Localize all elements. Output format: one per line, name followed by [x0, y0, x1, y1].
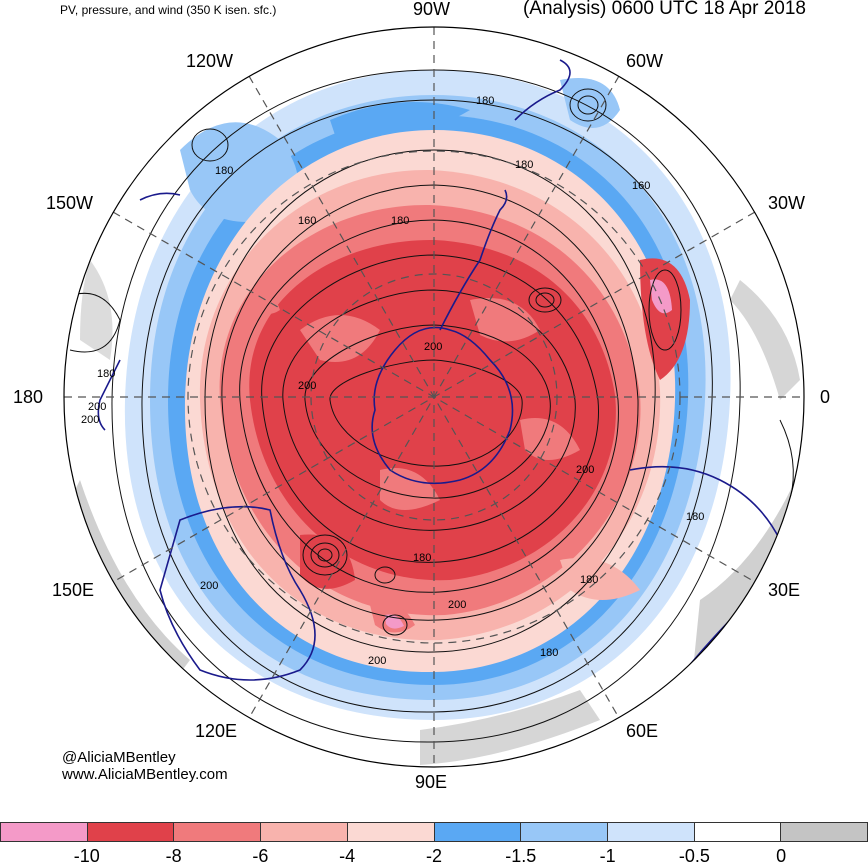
lon-label-30w: 30W — [768, 193, 806, 213]
contour-label: 200 — [576, 464, 594, 476]
colorbar-tick-label: -2 — [425, 846, 443, 866]
colorbar-tick-label: 0 — [776, 846, 787, 866]
lon-label-150e: 150E — [52, 580, 95, 600]
valid-time-title: (Analysis) 0600 UTC 18 Apr 2018 — [522, 0, 806, 19]
lon-label-60w: 60W — [626, 51, 664, 71]
contour-label: 200 — [88, 401, 106, 413]
colorbar-swatch — [0, 822, 87, 842]
colorbar-tick-label: -10 — [73, 846, 100, 866]
map-title: PV, pressure, and wind (350 K isen. sfc.… — [60, 3, 277, 17]
contour-label: 180 — [580, 574, 598, 586]
pv-shading — [64, 27, 804, 767]
colorbar-swatch — [173, 822, 261, 842]
colorbar-tick-label: -1 — [599, 846, 616, 866]
colorbar-tick-label: -1.5 — [505, 846, 537, 866]
contour-label: 160 — [298, 215, 316, 227]
pressure-contours — [64, 69, 794, 743]
contour-label: 180 — [413, 552, 431, 564]
contour-label: 180 — [540, 647, 558, 659]
lat-lon-grid — [64, 27, 804, 767]
colorbar-swatch — [433, 822, 521, 842]
contour-label: 180 — [215, 165, 233, 177]
colorbar-swatch — [520, 822, 607, 842]
lon-label-90e: 90E — [415, 772, 448, 792]
contour-label: 200 — [298, 380, 316, 392]
lon-label-180: 180 — [13, 387, 44, 407]
colorbar-tick-label: -0.5 — [678, 846, 710, 866]
polar-map: 180 180 160 180 160 180 200 200 200 180 … — [63, 26, 805, 768]
colorbar-tick-label: -6 — [252, 846, 269, 866]
contour-label: 200 — [424, 341, 442, 353]
colorbar-tick-label: -8 — [165, 846, 182, 866]
credit-website: www.AliciaMBentley.com — [62, 766, 228, 783]
lon-label-150w: 150W — [46, 193, 94, 213]
lon-label-90w: 90W — [413, 0, 451, 19]
contour-label-group: 180 180 160 180 160 180 200 200 200 180 … — [81, 95, 704, 667]
lon-label-30e: 30E — [768, 580, 801, 600]
credit-handle: @AliciaMBentley — [62, 749, 176, 766]
contour-label: 180 — [686, 511, 704, 523]
lon-label-60e: 60E — [626, 721, 659, 741]
contour-label: 180 — [515, 159, 533, 171]
lon-label-120w: 120W — [186, 51, 234, 71]
map-boundary — [63, 26, 805, 768]
contour-label: 180 — [97, 368, 115, 380]
colorbar-swatch — [693, 822, 781, 842]
colorbar-tick-label: -4 — [339, 846, 356, 866]
lon-label-0: 0 — [820, 387, 831, 407]
contour-label: 180 — [476, 95, 494, 107]
colorbar — [0, 822, 868, 844]
colorbar-swatch — [86, 822, 174, 842]
contour-label: 200 — [368, 655, 386, 667]
contour-label: 180 — [391, 215, 409, 227]
colorbar-swatch — [606, 822, 694, 842]
contour-label: 200 — [448, 599, 466, 611]
contour-label: 200 — [200, 580, 218, 592]
contour-label: 200 — [81, 414, 99, 426]
colorbar-swatch — [780, 822, 868, 842]
colorbar-swatch — [346, 822, 434, 842]
contour-label: 160 — [632, 180, 650, 192]
colorbar-swatch — [260, 822, 347, 842]
lon-label-120e: 120E — [195, 721, 238, 741]
